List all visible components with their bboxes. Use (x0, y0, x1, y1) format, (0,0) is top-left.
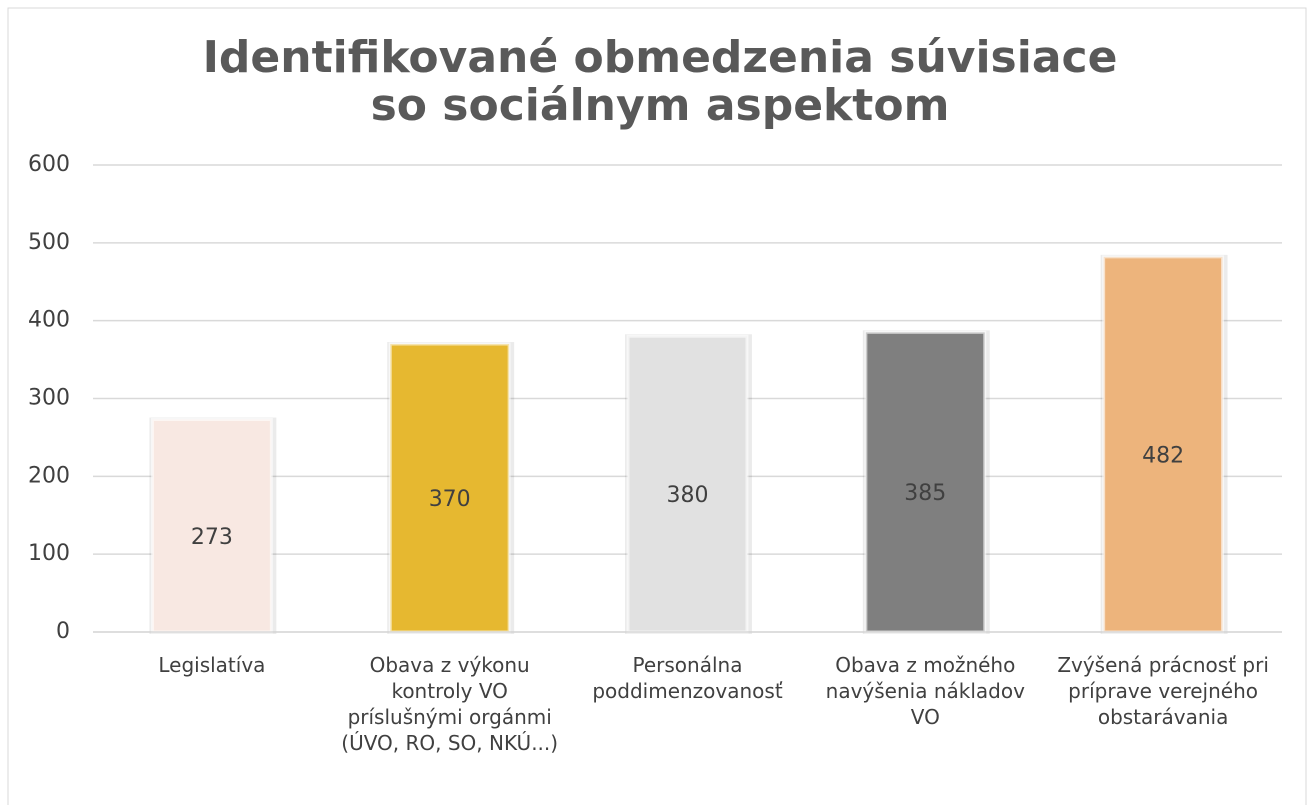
chart-border (7, 7, 1307, 805)
data-label: 385 (904, 481, 946, 506)
bar (1102, 255, 1225, 634)
x-tick-label: Legislatíva (158, 653, 266, 677)
bar (388, 342, 511, 634)
bar (864, 330, 987, 634)
y-tick-label: 600 (28, 152, 70, 177)
x-tick-label: Obava z možného navýšenia nákladov VO (825, 653, 1025, 729)
data-label: 370 (429, 487, 471, 512)
x-tick-label: Personálna poddimenzovanosť (592, 653, 783, 703)
y-tick-label: 400 (28, 308, 70, 333)
x-tick-label: Zvýšená prácnosť pri príprave verejného … (1057, 653, 1269, 729)
y-tick-label: 500 (28, 230, 70, 255)
y-tick-label: 0 (56, 619, 70, 644)
y-tick-label: 200 (28, 463, 70, 488)
data-label: 273 (191, 525, 233, 550)
y-tick-label: 100 (28, 541, 70, 566)
chart-title: so sociálnym aspektom (371, 80, 950, 131)
y-tick-label: 300 (28, 386, 70, 411)
data-label: 380 (667, 483, 709, 508)
chart-title: Identifikované obmedzenia súvisiace (203, 32, 1118, 83)
x-tick-label: Obava z výkonu kontroly VO príslušnými o… (341, 653, 559, 755)
bar (626, 334, 749, 634)
data-label: 482 (1142, 443, 1184, 468)
